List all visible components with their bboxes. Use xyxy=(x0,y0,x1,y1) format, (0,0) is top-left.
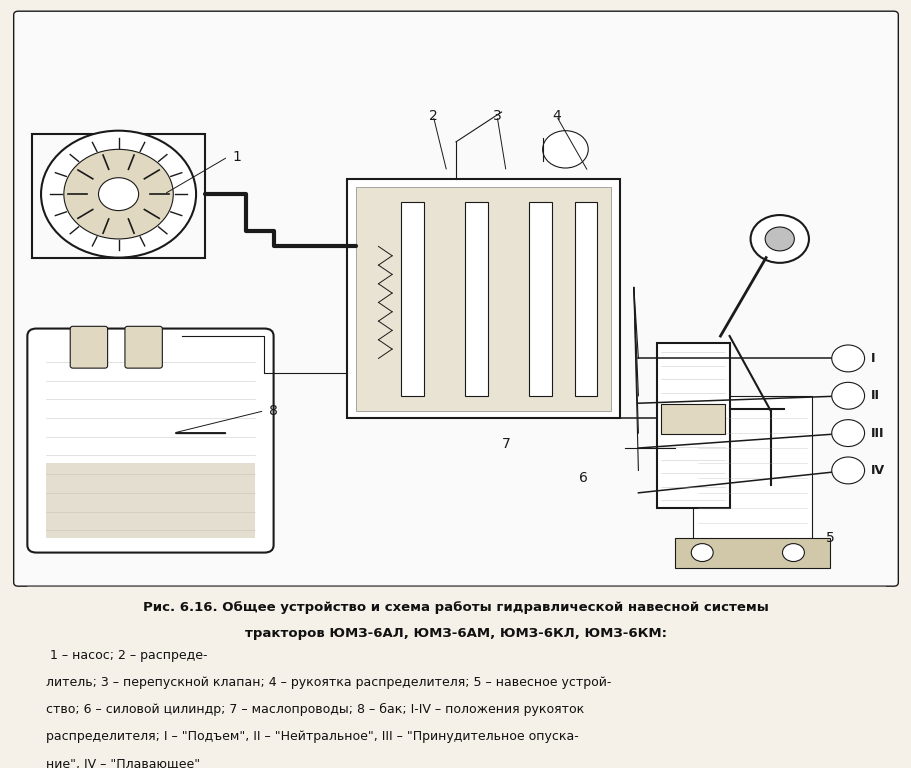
Text: ние", IV – "Плавающее": ние", IV – "Плавающее" xyxy=(46,757,200,768)
Circle shape xyxy=(782,544,804,561)
Bar xyxy=(355,187,610,411)
FancyBboxPatch shape xyxy=(70,326,107,368)
Bar xyxy=(528,202,551,396)
Text: 1 – насос; 2 – распреде-: 1 – насос; 2 – распреде- xyxy=(46,650,207,662)
Text: IV: IV xyxy=(870,464,884,477)
Text: распределителя; I – "Подъем", II – "Нейтральное", III – "Принудительное опуска-: распределителя; I – "Подъем", II – "Нейт… xyxy=(46,730,578,743)
Text: 8: 8 xyxy=(269,404,278,418)
Circle shape xyxy=(764,227,793,251)
Text: литель; 3 – перепускной клапан; 4 – рукоятка распределителя; 5 – навесное устрой: литель; 3 – перепускной клапан; 4 – руко… xyxy=(46,677,610,690)
FancyBboxPatch shape xyxy=(14,12,897,586)
Circle shape xyxy=(831,382,864,409)
Bar xyxy=(656,343,729,508)
Circle shape xyxy=(98,177,138,210)
Text: 6: 6 xyxy=(578,471,588,485)
Circle shape xyxy=(831,419,864,446)
Circle shape xyxy=(64,149,173,239)
Text: 4: 4 xyxy=(551,109,560,123)
Circle shape xyxy=(691,544,712,561)
Text: ство; 6 – силовой цилиндр; 7 – маслопроводы; 8 – бак; I-IV – положения рукояток: ство; 6 – силовой цилиндр; 7 – маслопров… xyxy=(46,703,583,717)
Bar xyxy=(660,404,724,434)
Text: III: III xyxy=(870,426,884,439)
Bar xyxy=(574,202,597,396)
Text: 2: 2 xyxy=(428,109,437,123)
Text: 7: 7 xyxy=(501,437,510,452)
Bar xyxy=(346,179,619,418)
Circle shape xyxy=(831,457,864,484)
Bar xyxy=(46,463,255,538)
Bar xyxy=(401,202,424,396)
Text: 1: 1 xyxy=(232,150,241,164)
Text: Рис. 6.16. Общее устройство и схема работы гидравлической навесной системы: Рис. 6.16. Общее устройство и схема рабо… xyxy=(143,601,768,614)
Circle shape xyxy=(542,131,588,168)
Bar xyxy=(32,134,205,257)
FancyBboxPatch shape xyxy=(27,329,273,552)
Text: 3: 3 xyxy=(492,109,501,123)
Text: II: II xyxy=(870,389,879,402)
Text: тракторов ЮМЗ-6АЛ, ЮМЗ-6АМ, ЮМЗ-6КЛ, ЮМЗ-6КМ:: тракторов ЮМЗ-6АЛ, ЮМЗ-6АМ, ЮМЗ-6КЛ, ЮМЗ… xyxy=(245,627,666,640)
Circle shape xyxy=(831,345,864,372)
FancyBboxPatch shape xyxy=(125,326,162,368)
Text: I: I xyxy=(870,352,875,365)
Text: 5: 5 xyxy=(824,531,834,545)
Circle shape xyxy=(41,131,196,257)
Bar xyxy=(674,538,829,568)
Bar xyxy=(465,202,487,396)
Bar xyxy=(692,396,811,545)
Circle shape xyxy=(750,215,808,263)
